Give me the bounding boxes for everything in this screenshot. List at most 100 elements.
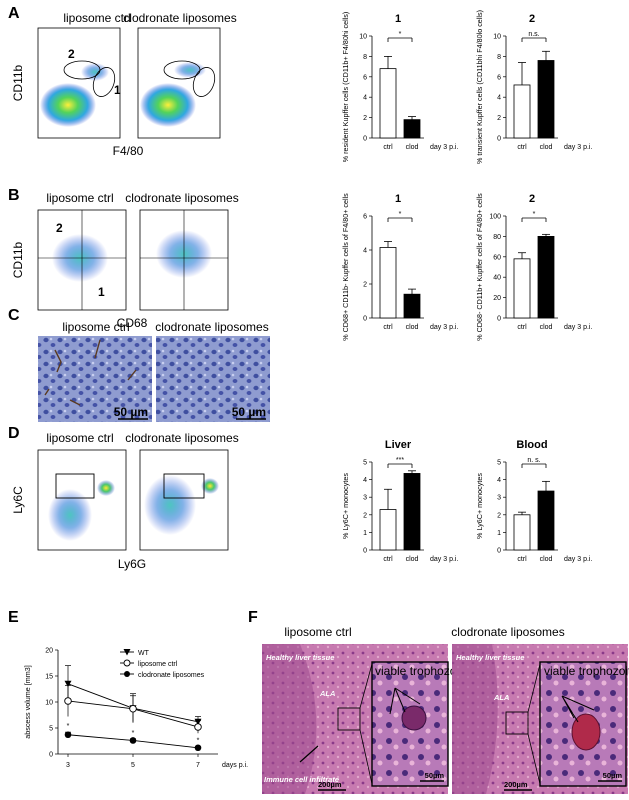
- histo-f-left-healthy-region: [262, 644, 317, 794]
- chart-E-legend-label: clodronate liposomes: [138, 672, 205, 679]
- chart-D2-ytick-label: 0: [497, 548, 501, 555]
- chart-E-legend-marker: [124, 671, 130, 677]
- chart-A1-ytick-label: 8: [363, 54, 367, 61]
- chart-B1-significance: *: [399, 211, 402, 218]
- histo-f-right-ala-label: ALA: [493, 693, 509, 702]
- histology-panel-f: liposome ctrl clodronate liposomes Healt…: [262, 625, 629, 794]
- chart-E-xtick-label: 3: [66, 762, 70, 769]
- histo-f-right-healthy-region: [452, 644, 498, 794]
- chart-E-point-clodronate: [64, 731, 72, 739]
- chart-E-ytick-label: 20: [45, 648, 53, 655]
- panel-letter-f: F: [248, 609, 258, 626]
- histo-f-left-scale-inset: 50µm: [425, 771, 445, 780]
- histo-f-right-inset-label: viable trophozoites: [544, 664, 629, 678]
- flow-a-xlabel: F4/80: [113, 144, 144, 158]
- panel-letter-a: A: [8, 5, 20, 22]
- chart-E-legend-label: WT: [138, 650, 150, 657]
- chart-B2-ylabel: % CD68- CD11b+ Kupffer cells of F4/80+ c…: [475, 193, 484, 341]
- chart-B2-significance: *: [533, 211, 536, 218]
- chart-D1-ytick-label: 0: [363, 548, 367, 555]
- chart-D2-xtick-label: clod: [540, 556, 553, 563]
- chart-A1-ytick-label: 2: [363, 115, 367, 122]
- chart-D1-significance: ***: [396, 457, 404, 464]
- histo-f-left-title: liposome ctrl: [284, 625, 351, 639]
- chart-D1-bar-ctrl: [379, 509, 397, 551]
- chart-B1-ylabel: % CD68+ CD11b- Kupffer cells of F4/80+ c…: [341, 193, 350, 341]
- chart-D2-xtick-label: ctrl: [517, 556, 527, 563]
- flow-d-left-title: liposome ctrl: [46, 431, 113, 445]
- flow-a-left-plot-frame: [37, 27, 121, 139]
- chart-B1-ytick-label: 0: [363, 316, 367, 323]
- chart-B2-ytick-label: 80: [493, 234, 501, 241]
- chart-E-significance: *: [67, 723, 70, 730]
- flow-a-right-population-upper: [174, 62, 206, 78]
- chart-A2-suffix: day 3 p.i.: [564, 144, 592, 151]
- chart-E-xlabel: days p.i.: [222, 762, 248, 769]
- chart-A1-ytick-label: 6: [363, 74, 367, 81]
- chart-A1-ytick-label: 0: [363, 136, 367, 143]
- chart-D1-ytick-label: 2: [363, 512, 367, 519]
- chart-E-legend-marker: [123, 659, 131, 667]
- flow-a-gate-label-2: 2: [68, 47, 75, 61]
- flow-b-gate-label-2: 2: [56, 221, 63, 235]
- chart-A2-ylabel: % transient Kupffer cells (CD11bhi F4/80…: [475, 10, 484, 164]
- chart-D2-ytick-label: 5: [497, 460, 501, 467]
- chart-E-point-clodronate: [129, 737, 137, 744]
- histo-c-right-title: clodronate liposomes: [155, 320, 268, 334]
- chart-B1-ytick-label: 6: [363, 214, 367, 221]
- chart-B1-xtick-label: clod: [406, 324, 419, 331]
- panel-letter-b: B: [8, 187, 20, 204]
- chart-B2-bar-ctrl: [513, 258, 531, 319]
- chart-B1-ytick-label: 4: [363, 248, 367, 255]
- flow-a-left-population: [40, 83, 96, 127]
- chart-B1-bar-ctrl: [379, 247, 397, 319]
- chart-A2-ytick-label: 0: [497, 136, 501, 143]
- chart-D1-ytick-label: 3: [363, 495, 367, 502]
- chart-A1-xtick-label: clod: [406, 144, 419, 151]
- chart-D2-ytick-label: 2: [497, 512, 501, 519]
- histo-f-right-arrows: [561, 695, 595, 723]
- chart-D2-ytick-label: 3: [497, 495, 501, 502]
- histo-c-right-image: [156, 336, 270, 422]
- chart-D2-ytick-label: 1: [497, 530, 501, 537]
- flow-a-left-population-upper: [81, 63, 109, 81]
- flow-d-left-plot-frame: [37, 449, 127, 551]
- chart-D1-ytick-label: 1: [363, 530, 367, 537]
- flow-a-right-gate-1: [192, 67, 216, 97]
- chart-E-point-clodronate: [194, 744, 202, 752]
- histo-c-left-image: [38, 336, 152, 422]
- histo-f-left-scale-big: 200µm: [318, 780, 342, 789]
- chart-B1-suffix: day 3 p.i.: [430, 324, 458, 331]
- chart-E-legend-label: liposome ctrl: [138, 661, 178, 668]
- chart-E-point-liposome-ctrl: [129, 705, 137, 713]
- chart-E-legend-marker: [123, 649, 131, 656]
- chart-A2-ytick-label: 6: [497, 74, 501, 81]
- chart-D1-xtick-label: ctrl: [383, 556, 393, 563]
- histo-f-left-zoom-box: [337, 707, 361, 731]
- histo-f-right-tissue-label: Healthy liver tissue: [456, 653, 524, 662]
- chart-E-xtick-label: 7: [196, 762, 200, 769]
- chart-E-significance: *: [197, 738, 200, 745]
- histo-f-left-ala-label: ALA: [319, 689, 335, 698]
- histo-c-left-kupffer-stain: [44, 339, 137, 406]
- chart-A1-bar-ctrl: [379, 68, 397, 139]
- histo-f-left-infiltrate-arrow: [299, 745, 319, 763]
- chart-D1-ytick-label: 4: [363, 477, 367, 484]
- histo-f-left-trophozoite: [401, 705, 427, 731]
- chart-A1-ylabel: % resident Kupffer cells (CD11b+ F4/80hi…: [341, 12, 350, 163]
- chart-B1-ytick-label: 2: [363, 282, 367, 289]
- flow-b-xlabel: CD68: [117, 316, 148, 330]
- chart-B1-xtick-label: ctrl: [383, 324, 393, 331]
- chart-A1-suffix: day 3 p.i.: [430, 144, 458, 151]
- panel-letter-d: D: [8, 425, 20, 442]
- chart-D1-title: Liver: [385, 439, 412, 451]
- chart-B2-title: 2: [529, 193, 535, 205]
- chart-A2-significance: n.s.: [528, 31, 539, 38]
- chart-A2-xtick-label: ctrl: [517, 144, 527, 151]
- chart-E-ytick-label: 5: [49, 726, 53, 733]
- histo-f-right-trophozoite: [571, 713, 601, 751]
- chart-E-significance: *: [132, 730, 135, 737]
- flow-d-left-population: [48, 489, 92, 541]
- chart-D2-ytick-label: 4: [497, 477, 501, 484]
- chart-A2-ytick-label: 8: [497, 54, 501, 61]
